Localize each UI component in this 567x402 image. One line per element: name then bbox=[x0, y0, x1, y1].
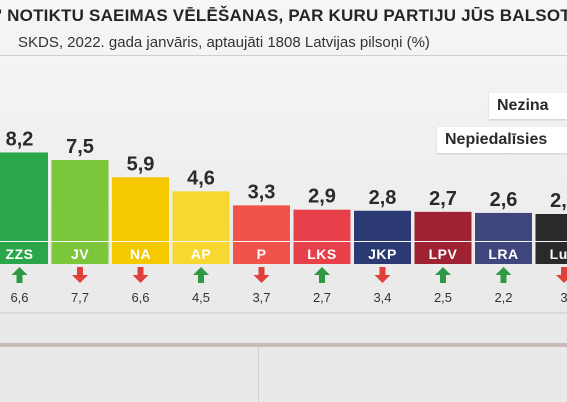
category-label-lpv: LPV bbox=[429, 246, 458, 262]
bar-lpv bbox=[414, 211, 472, 241]
trend-down-icon-p bbox=[253, 267, 270, 283]
previous-value-jv: 7,7 bbox=[71, 290, 89, 305]
footer-split bbox=[258, 347, 259, 402]
bar-lks bbox=[293, 209, 351, 241]
chart-title: ' NOTIKTU SAEIMAS VĒLĒŠANAS, PAR KURU PA… bbox=[0, 6, 567, 25]
value-label-na: 5,9 bbox=[127, 153, 155, 175]
trend-down-icon-na bbox=[132, 267, 149, 283]
previous-value-lpv: 2,5 bbox=[434, 290, 452, 305]
tag-nezina: Nezina bbox=[489, 93, 567, 119]
bar-zzs bbox=[0, 152, 48, 241]
category-label-jkp: JKP bbox=[368, 246, 397, 262]
previous-value-luk: 3 bbox=[560, 290, 567, 305]
tag-nepiedalisies: Nepiedalīsies bbox=[437, 127, 567, 153]
value-label-jv: 7,5 bbox=[66, 136, 94, 158]
trend-up-icon-lra bbox=[495, 267, 512, 283]
bar-ap bbox=[172, 191, 230, 241]
category-label-jv: JV bbox=[71, 246, 89, 262]
category-label-p: P bbox=[257, 246, 267, 262]
bar-na bbox=[112, 177, 169, 241]
category-label-na: NA bbox=[130, 246, 151, 262]
category-box-ap bbox=[172, 242, 230, 264]
bar-jkp bbox=[354, 210, 411, 241]
trend-down-icon-jkp bbox=[374, 267, 391, 283]
trend-up-icon-zzs bbox=[11, 267, 28, 283]
chart-subtitle: SKDS, 2022. gada janvāris, aptaujāti 180… bbox=[18, 34, 430, 51]
value-label-p: 3,3 bbox=[248, 181, 276, 203]
category-box-luk bbox=[535, 242, 567, 264]
category-box-lpv bbox=[414, 242, 472, 264]
bar-jv bbox=[51, 160, 109, 241]
value-label-ap: 4,6 bbox=[187, 167, 215, 189]
category-label-lra: LRA bbox=[488, 246, 518, 262]
bar-p bbox=[233, 205, 290, 241]
value-label-lpv: 2,7 bbox=[429, 188, 457, 210]
trend-up-icon-ap bbox=[193, 267, 209, 283]
value-label-luk: 2,5 bbox=[550, 190, 567, 212]
category-box-jkp bbox=[354, 242, 411, 264]
value-label-lks: 2,9 bbox=[308, 186, 336, 208]
trend-down-icon-jv bbox=[72, 267, 88, 283]
category-label-lks: LKS bbox=[307, 246, 337, 262]
previous-value-na: 6,6 bbox=[131, 290, 149, 305]
category-box-lra bbox=[475, 242, 532, 264]
subtitle-divider bbox=[0, 55, 567, 56]
trend-up-icon-lks bbox=[314, 267, 330, 283]
footer-divider-top bbox=[0, 312, 567, 314]
bar-lra bbox=[475, 212, 532, 241]
category-label-luk: LuK bbox=[550, 246, 567, 262]
value-label-zzs: 8,2 bbox=[6, 128, 34, 150]
footer-divider-bottom bbox=[0, 343, 567, 347]
value-label-lra: 2,6 bbox=[490, 189, 518, 211]
trend-down-icon-luk bbox=[556, 267, 567, 283]
footer-band bbox=[0, 308, 567, 402]
category-box-zzs bbox=[0, 242, 48, 264]
category-box-jv bbox=[51, 242, 109, 264]
baseline bbox=[0, 241, 567, 242]
trend-up-icon-lpv bbox=[435, 267, 451, 283]
category-box-na bbox=[112, 242, 169, 264]
previous-value-jkp: 3,4 bbox=[373, 290, 391, 305]
previous-value-zzs: 6,6 bbox=[10, 290, 28, 305]
previous-value-p: 3,7 bbox=[252, 290, 270, 305]
bar-luk bbox=[535, 214, 567, 241]
previous-value-lks: 2,7 bbox=[313, 290, 331, 305]
category-box-lks bbox=[293, 242, 351, 264]
category-label-zzs: ZZS bbox=[6, 246, 34, 262]
previous-value-ap: 4,5 bbox=[192, 290, 210, 305]
category-label-ap: AP bbox=[191, 246, 211, 262]
value-label-jkp: 2,8 bbox=[369, 187, 397, 209]
previous-value-lra: 2,2 bbox=[494, 290, 512, 305]
category-box-p bbox=[233, 242, 290, 264]
